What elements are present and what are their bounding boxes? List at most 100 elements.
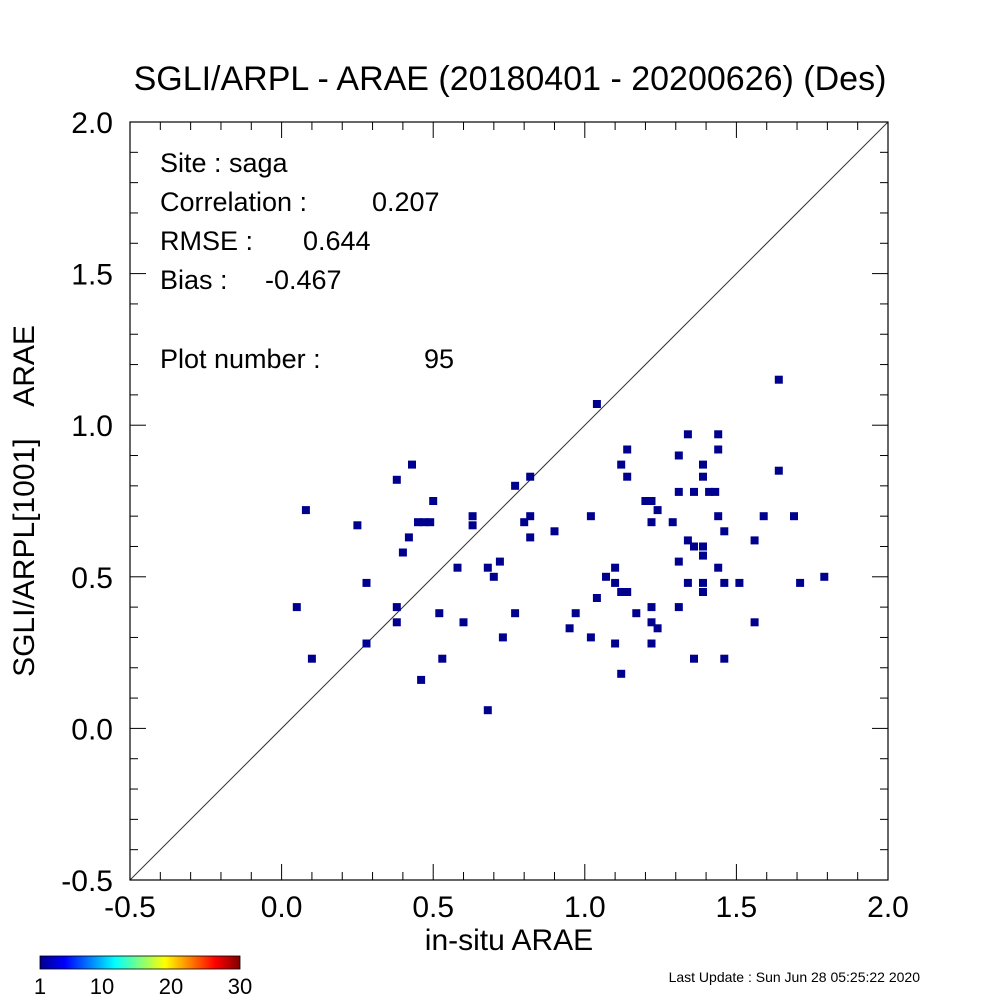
data-point: [750, 536, 759, 545]
data-point: [690, 542, 698, 551]
data-point: [617, 588, 626, 596]
plot-number-value: 95: [424, 344, 454, 374]
plot-number-label: Plot number :: [160, 344, 321, 374]
data-point: [720, 654, 729, 663]
data-point: [571, 609, 580, 618]
data-point: [790, 512, 798, 521]
data-point: [526, 472, 535, 481]
data-point: [408, 460, 416, 469]
data-point: [435, 609, 444, 618]
x-tick-label: 0.0: [261, 891, 303, 924]
x-tick-label: 0.5: [412, 891, 454, 924]
data-point: [653, 506, 662, 515]
data-point: [683, 578, 692, 587]
x-tick-label: -0.5: [104, 891, 156, 924]
y-tick-labels: -0.5 0.0 0.5 1.0 1.5 2.0: [61, 107, 113, 898]
data-point: [483, 563, 492, 572]
rmse-value: 0.644: [303, 226, 371, 256]
data-point: [438, 654, 447, 663]
data-point: [699, 542, 707, 551]
data-point: [647, 603, 656, 612]
y-tick-label: 1.0: [71, 410, 113, 443]
x-axis-label: in-situ ARAE: [425, 924, 593, 957]
data-point: [683, 430, 692, 439]
data-point: [674, 487, 683, 496]
y-tick-label: 0.0: [71, 713, 113, 746]
data-point: [623, 472, 632, 481]
data-point: [307, 654, 316, 663]
data-point: [404, 533, 413, 542]
data-point: [714, 430, 723, 439]
data-point: [714, 512, 723, 521]
data-point: [611, 639, 620, 648]
data-point: [611, 563, 620, 572]
plot-frame: [129, 121, 889, 881]
data-point: [468, 521, 477, 530]
x-tick-label: 1.5: [716, 891, 758, 924]
data-point: [353, 521, 362, 530]
data-point: [796, 578, 805, 587]
data-point: [453, 563, 462, 572]
data-point: [674, 557, 683, 566]
data-point: [292, 603, 301, 612]
data-point: [774, 375, 783, 384]
data-point: [301, 506, 310, 515]
data-point: [699, 551, 707, 560]
data-point: [750, 618, 759, 627]
data-point: [699, 472, 707, 481]
data-point: [699, 460, 707, 469]
data-point: [674, 603, 683, 612]
data-point: [420, 518, 429, 527]
data-point: [714, 563, 723, 572]
data-point: [720, 527, 729, 536]
data-point: [586, 512, 595, 521]
data-point: [623, 588, 632, 596]
bias-label: Bias :: [160, 265, 228, 295]
x-tick-label: 2.0: [867, 891, 909, 924]
data-point: [735, 578, 744, 587]
data-points: [292, 375, 829, 715]
data-point: [632, 609, 641, 618]
data-point: [647, 497, 656, 505]
bias-value: -0.467: [265, 265, 342, 295]
data-point: [668, 518, 677, 527]
x-tick-labels: -0.5 0.0 0.5 1.0 1.5 2.0: [104, 891, 909, 924]
data-point: [511, 481, 520, 490]
data-point: [714, 445, 723, 454]
data-point: [586, 633, 595, 642]
y-axis-label: SGLI/ARPL[1001] ARAE: [8, 325, 41, 677]
data-point: [774, 466, 783, 475]
data-point: [414, 518, 422, 527]
data-point: [759, 512, 768, 521]
rmse-label: RMSE :: [160, 226, 253, 256]
data-point: [611, 578, 620, 587]
data-point: [362, 578, 371, 587]
colorbar: [39, 955, 241, 970]
data-point: [520, 518, 529, 527]
data-point: [550, 527, 559, 536]
data-point: [674, 451, 683, 460]
stats-panel: Site : saga Correlation : 0.207 RMSE : 0…: [160, 148, 454, 374]
data-point: [429, 497, 438, 505]
data-point: [511, 609, 520, 618]
x-tick-label: 1.0: [564, 891, 606, 924]
data-point: [459, 618, 468, 627]
data-point: [417, 675, 426, 684]
colorbar-tick-1: 1: [34, 974, 46, 999]
data-point: [468, 512, 477, 521]
data-point: [398, 548, 407, 557]
y-tick-label: 2.0: [71, 107, 113, 140]
colorbar-tick-30: 30: [228, 974, 252, 999]
data-point: [690, 654, 698, 663]
data-point: [495, 557, 504, 566]
site-label: Site : saga: [160, 148, 289, 178]
data-point: [653, 624, 662, 633]
data-point: [392, 603, 401, 612]
y-tick-label: 1.5: [71, 259, 113, 292]
data-point: [592, 594, 601, 602]
y-tick-label: -0.5: [61, 865, 113, 898]
data-point: [602, 572, 610, 581]
colorbar-tick-10: 10: [90, 974, 114, 999]
data-point: [699, 578, 707, 587]
data-point: [362, 639, 371, 648]
